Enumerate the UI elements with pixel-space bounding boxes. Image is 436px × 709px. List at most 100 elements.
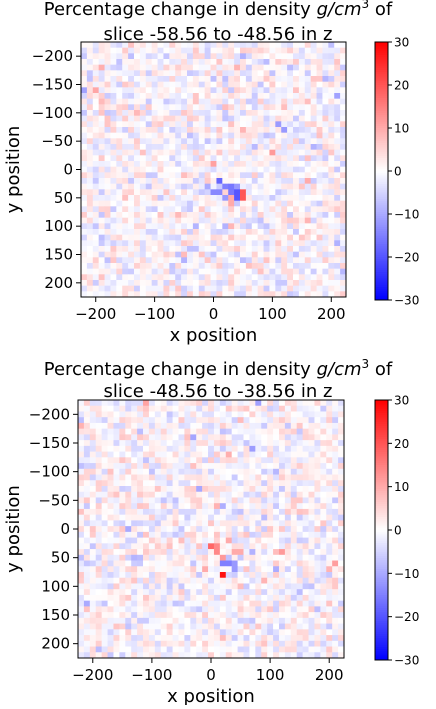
heatmap-cell xyxy=(338,417,345,424)
heatmap-cell xyxy=(310,274,317,281)
heatmap-cell xyxy=(219,503,227,510)
heatmap-cell xyxy=(137,635,144,642)
heatmap-cell xyxy=(107,549,114,556)
heatmap-cell xyxy=(322,144,329,151)
heatmap-cell xyxy=(296,554,304,561)
heatmap-cell xyxy=(113,428,120,435)
heatmap-cell xyxy=(151,115,158,122)
heatmap-cell xyxy=(175,240,182,247)
colorbar-step xyxy=(375,469,388,472)
heatmap-cell xyxy=(181,274,188,281)
heatmap-cell xyxy=(119,635,126,642)
heatmap-cell xyxy=(184,566,191,573)
heatmap-cell xyxy=(145,132,153,139)
heatmap-cell xyxy=(181,87,188,94)
heatmap-cell xyxy=(273,457,280,464)
heatmap-cell xyxy=(204,53,211,60)
heatmap-cell xyxy=(151,93,158,100)
heatmap-cell xyxy=(225,411,233,418)
heatmap-cell xyxy=(255,497,262,504)
heatmap-cell xyxy=(101,629,108,636)
heatmap-cell xyxy=(284,606,292,613)
heatmap-cell xyxy=(125,577,132,584)
heatmap-cell xyxy=(163,285,170,292)
heatmap-cell xyxy=(298,53,306,60)
heatmap-cell xyxy=(296,468,304,475)
heatmap-cell xyxy=(122,172,129,179)
heatmap-cell xyxy=(131,560,138,567)
heatmap-cell xyxy=(86,53,94,60)
heatmap-cell xyxy=(192,115,200,122)
heatmap-cell xyxy=(184,514,191,521)
heatmap-cell xyxy=(340,132,347,139)
heatmap-cell xyxy=(204,87,211,94)
heatmap-cell xyxy=(181,132,188,139)
heatmap-cell xyxy=(304,285,312,292)
heatmap-cell xyxy=(328,121,335,128)
heatmap-cell xyxy=(145,59,153,66)
heatmap-cell xyxy=(160,457,168,464)
heatmap-cell xyxy=(125,411,132,418)
heatmap-cell xyxy=(122,115,129,122)
heatmap-cell xyxy=(219,417,227,424)
heatmap-cell xyxy=(139,121,147,128)
heatmap-cell xyxy=(332,606,339,613)
heatmap-cell xyxy=(187,240,194,247)
heatmap-cell xyxy=(192,166,200,173)
heatmap-cell xyxy=(196,577,203,584)
heatmap-cell xyxy=(328,251,335,258)
heatmap-cell xyxy=(139,144,147,151)
heatmap-cell xyxy=(340,42,347,49)
heatmap-cell xyxy=(196,635,203,642)
heatmap-cell xyxy=(293,223,300,230)
heatmap-cell xyxy=(269,138,276,145)
heatmap-cell xyxy=(202,497,209,504)
heatmap-cell xyxy=(134,127,141,134)
heatmap-cell xyxy=(304,274,312,281)
heatmap-cell xyxy=(202,560,209,567)
heatmap-cell xyxy=(228,195,235,202)
heatmap-cell xyxy=(255,486,262,493)
heatmap-cell xyxy=(287,246,294,253)
heatmap-cell xyxy=(293,285,300,292)
heatmap-cell xyxy=(196,566,203,573)
heatmap-cell xyxy=(243,422,250,430)
colorbar-gradient xyxy=(375,400,388,661)
heatmap-cell xyxy=(240,223,247,230)
heatmap-cell xyxy=(296,629,304,636)
heatmap-cell xyxy=(320,451,327,458)
heatmap-cell xyxy=(101,606,108,613)
heatmap-cell xyxy=(196,445,203,452)
heatmap-cell xyxy=(290,629,298,636)
y-tick-label: 150 xyxy=(44,246,73,264)
heatmap-cell xyxy=(216,268,223,275)
heatmap-cell xyxy=(202,600,209,607)
heatmap-cell xyxy=(89,600,97,607)
heatmap-cell xyxy=(326,514,333,521)
heatmap-cell xyxy=(202,486,209,493)
heatmap-cell xyxy=(81,47,88,54)
heatmap-cell xyxy=(225,572,233,579)
heatmap-cell xyxy=(213,457,221,464)
heatmap-cell xyxy=(308,646,315,653)
heatmap-cell xyxy=(293,183,300,190)
heatmap-cell xyxy=(326,486,333,493)
heatmap-cell xyxy=(92,149,100,156)
heatmap-cell xyxy=(192,59,200,66)
colorbar-step xyxy=(375,595,388,598)
heatmap-cell xyxy=(275,42,282,49)
heatmap-cell xyxy=(257,76,264,83)
heatmap-cell xyxy=(255,623,262,630)
heatmap-cell xyxy=(298,87,306,94)
heatmap-cell xyxy=(148,617,156,624)
heatmap-cell xyxy=(228,121,235,128)
heatmap-cell xyxy=(78,594,85,602)
colorbar-step xyxy=(375,233,388,236)
heatmap-cell xyxy=(320,474,327,481)
heatmap-cell xyxy=(278,457,286,464)
heatmap-cell xyxy=(107,566,114,573)
heatmap-cell xyxy=(198,246,206,253)
heatmap-cell xyxy=(113,594,120,602)
heatmap-cell xyxy=(338,543,345,550)
heatmap-cell xyxy=(243,520,250,527)
